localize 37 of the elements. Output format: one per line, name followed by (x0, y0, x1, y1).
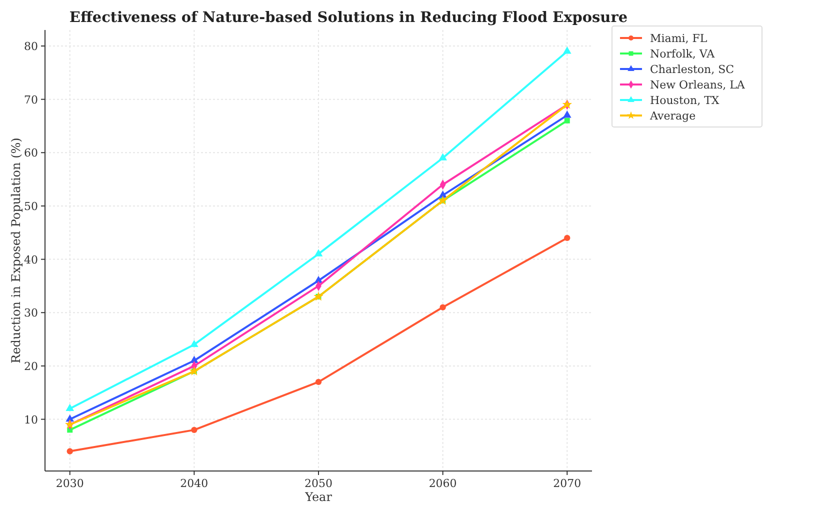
legend-label: New Orleans, LA (650, 78, 746, 92)
point (66, 448, 73, 454)
legend-label: Charleston, SC (650, 63, 734, 76)
point (315, 378, 322, 386)
y-tick-label: 20 (24, 360, 38, 373)
point (190, 340, 198, 348)
y-tick-label: 70 (24, 93, 38, 106)
legend-label: Average (649, 110, 696, 122)
x-tick-label: 2030 (56, 477, 84, 490)
y-tick-label: 10 (24, 413, 38, 426)
y-tick-label: 30 (24, 306, 38, 320)
point (314, 249, 323, 256)
y-tick-label: 50 (24, 200, 38, 213)
chart-title: Effectiveness of Nature-based Solutions in Reducing Flood Exposure (69, 9, 628, 26)
x-tick-label: 2070 (553, 477, 582, 490)
point (562, 46, 572, 54)
point (66, 404, 74, 412)
point (438, 195, 448, 205)
point (191, 426, 198, 434)
x-tick-label: 2040 (180, 477, 208, 490)
point (564, 234, 570, 242)
legend-label: Houston, TX (650, 94, 720, 107)
legend-label: Miami, FL (650, 32, 708, 45)
legend-label: Norfolk, VA (650, 48, 716, 60)
y-tick-label: 40 (24, 253, 38, 266)
y-tick-label: 60 (24, 146, 38, 160)
point (564, 118, 570, 124)
y-tick-label: 80 (24, 40, 38, 53)
x-tick-label: 2050 (304, 477, 332, 490)
point (189, 366, 200, 376)
point (440, 304, 446, 310)
y-axis-title: Reduction in Exposed Population (%) (9, 138, 23, 364)
point (314, 291, 324, 301)
point (438, 153, 447, 160)
x-axis-title: Year (304, 490, 332, 504)
point (562, 110, 572, 118)
x-tick-label: 2060 (428, 477, 457, 490)
